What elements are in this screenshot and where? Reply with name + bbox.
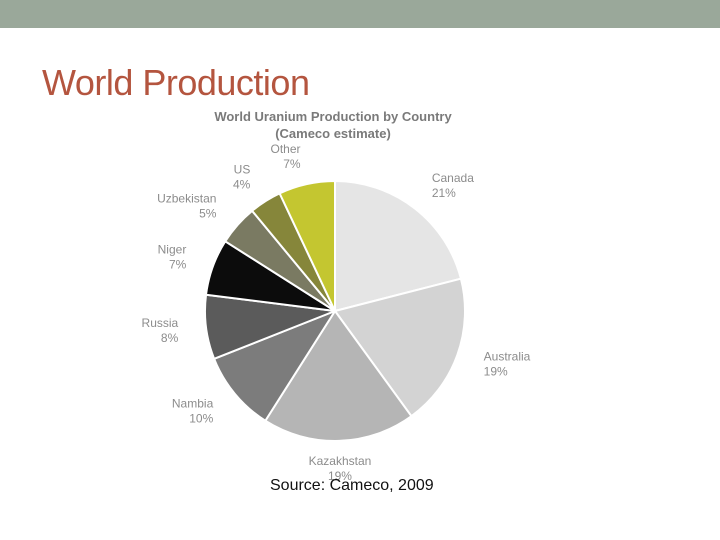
slice-label-australia: Australia 19%	[484, 350, 531, 379]
pie-slice-other	[278, 179, 336, 312]
chart-title: World Uranium Production by Country	[214, 109, 452, 124]
slice-label-uzbekistan: Uzbekistan 5%	[157, 192, 217, 221]
slice-label-kazakhstan: Kazakhstan 19%	[309, 454, 372, 483]
pie-slice-australia	[333, 277, 466, 418]
slice-labels: Canada 21% Australia 19% Kazakhstan 19% Nambia…	[142, 142, 531, 483]
slice-label-russia: Russia 8%	[142, 316, 179, 345]
pie-slice-nambia	[212, 308, 338, 423]
header-bar	[0, 0, 720, 28]
slice-label-niger: Niger 7%	[158, 242, 187, 271]
source-citation: Source: Cameco, 2009	[270, 477, 434, 494]
slide-title: World Production	[42, 62, 310, 103]
slice-label-other: Other 7%	[271, 142, 301, 171]
pie-chart: World Uranium Production by Country (Cam…	[142, 109, 531, 483]
pie-slice-canada	[334, 179, 463, 313]
pie-slices	[204, 179, 466, 442]
slice-label-nambia: Nambia 10%	[172, 397, 214, 426]
chart-subtitle: (Cameco estimate)	[275, 126, 391, 141]
slice-label-us: US 4%	[233, 163, 251, 192]
pie-slice-kazakhstan	[263, 309, 413, 442]
slice-label-canada: Canada 21%	[432, 171, 474, 200]
